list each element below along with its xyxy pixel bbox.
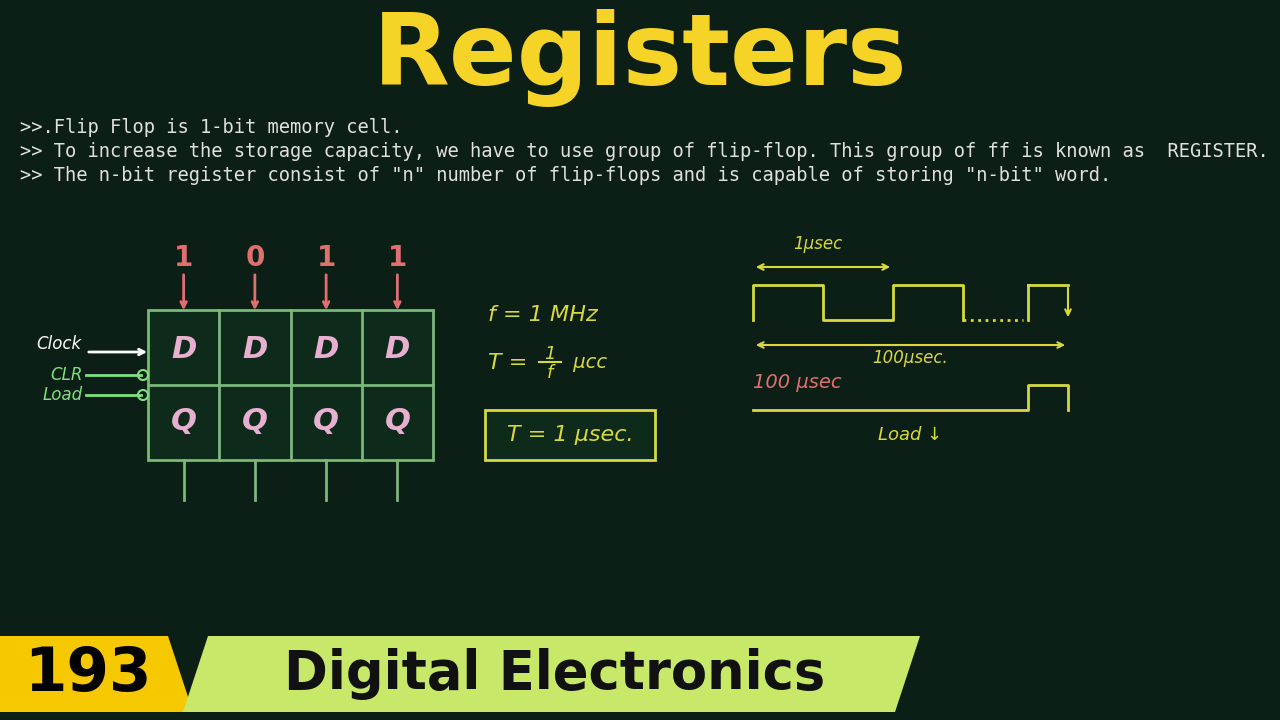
Text: D: D [314,335,339,364]
Text: 100µsec.: 100µsec. [873,349,948,367]
Text: Digital Electronics: Digital Electronics [284,648,826,700]
Text: T =: T = [488,353,535,373]
Text: >> To increase the storage capacity, we have to use group of flip-flop. This gro: >> To increase the storage capacity, we … [20,142,1268,161]
Text: f: f [547,364,553,382]
Text: 1: 1 [174,244,193,272]
Text: 1µsec: 1µsec [794,235,842,253]
Text: Q: Q [170,407,197,436]
Text: 100 µsec: 100 µsec [753,373,842,392]
Text: Registers: Registers [372,9,908,107]
Text: µcc: µcc [567,353,607,372]
Text: 1: 1 [544,345,556,363]
Text: Clock: Clock [36,335,81,353]
Text: 0: 0 [246,244,265,272]
Bar [485,410,655,460]
Text: D: D [242,335,268,364]
Text: Load: Load [42,386,83,404]
Text: 1: 1 [388,244,407,272]
Text: Q: Q [384,407,411,436]
Text: f = 1 MHz: f = 1 MHz [488,305,598,325]
Text: D: D [385,335,410,364]
Polygon shape [0,636,193,712]
Text: 193: 193 [24,644,152,703]
Text: >>.Flip Flop is 1-bit memory cell.: >>.Flip Flop is 1-bit memory cell. [20,118,402,137]
Text: CLR: CLR [51,366,83,384]
Text: D: D [172,335,196,364]
Text: Q: Q [242,407,268,436]
Text: T = 1 µsec.: T = 1 µsec. [507,425,634,445]
Text: Load ↓: Load ↓ [878,426,942,444]
Bar [148,310,433,460]
Text: 1: 1 [316,244,335,272]
Polygon shape [183,636,920,712]
Text: Q: Q [314,407,339,436]
Text: >> The n-bit register consist of "n" number of flip-flops and is capable of stor: >> The n-bit register consist of "n" num… [20,166,1111,185]
